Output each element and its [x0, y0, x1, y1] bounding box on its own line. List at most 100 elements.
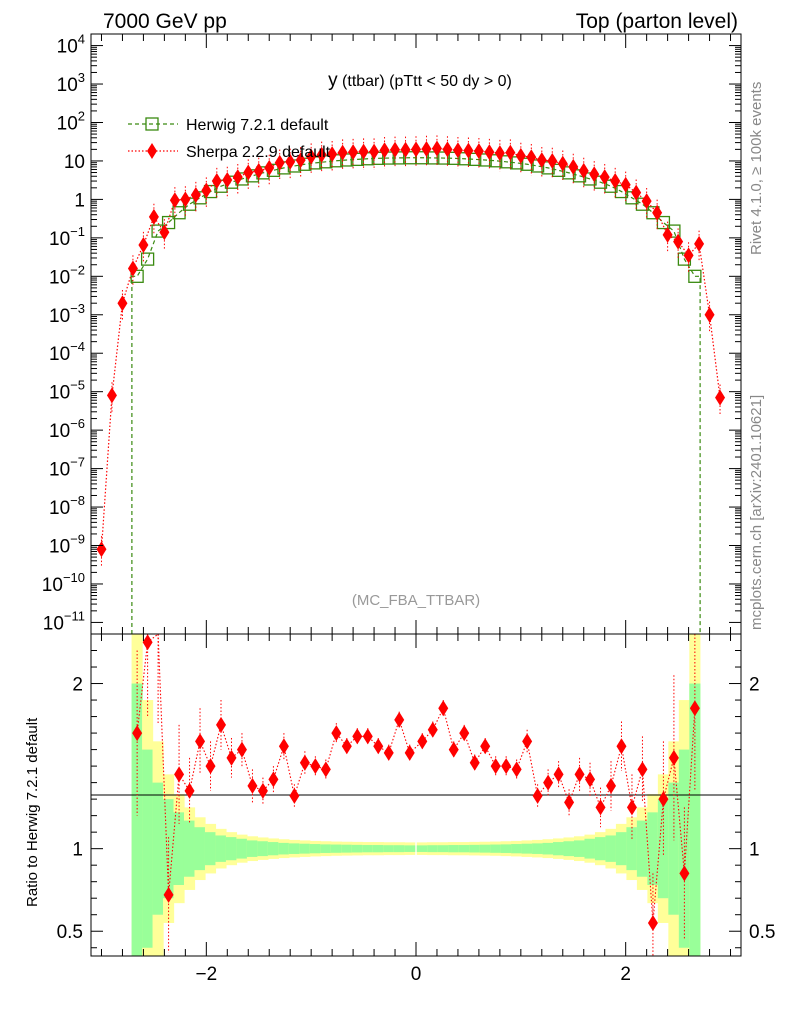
- herwig-point: [161, 215, 176, 230]
- y-tick-base: 10: [64, 152, 85, 173]
- y-tick-exp: −8: [70, 493, 85, 508]
- band-inner: [553, 842, 565, 856]
- band-inner: [267, 842, 279, 856]
- y-tick-base: 10: [49, 344, 70, 365]
- ratio-point: [626, 799, 637, 816]
- sherpa-point: [264, 159, 275, 176]
- y-tick-label: 10−11: [43, 608, 85, 634]
- ratio-point: [532, 787, 543, 804]
- band-inner: [225, 837, 238, 861]
- ratio-point: [574, 766, 585, 783]
- sherpa-point: [662, 226, 673, 243]
- sherpa-point: [295, 152, 306, 169]
- ratio-point: [394, 711, 405, 728]
- band-inner: [362, 845, 374, 853]
- y-tick-label: 10−9: [49, 532, 85, 558]
- sherpa-point: [641, 193, 652, 210]
- sherpa-point: [431, 140, 442, 157]
- ratio-point: [564, 794, 575, 811]
- sherpa-point: [201, 182, 212, 199]
- sherpa-point: [494, 145, 505, 162]
- band-inner: [490, 844, 502, 853]
- ratio-point: [543, 774, 554, 791]
- ratio-point: [595, 799, 606, 816]
- ratio-point: [373, 738, 384, 755]
- ratio-point: [132, 725, 143, 742]
- ratio-point: [668, 749, 679, 766]
- band-inner: [236, 838, 248, 859]
- y-tick-exp: −6: [70, 416, 85, 431]
- band-inner: [689, 683, 701, 956]
- sherpa-point: [526, 149, 537, 166]
- ratio-point: [320, 761, 331, 778]
- band-inner: [542, 842, 554, 855]
- ratio-point: [310, 758, 321, 775]
- sherpa-point: [148, 208, 159, 225]
- y-tick-label: 1: [74, 190, 85, 211]
- sherpa-point: [159, 224, 170, 241]
- ratio-point: [216, 716, 226, 733]
- band-inner: [427, 845, 439, 853]
- sherpa-point: [316, 146, 327, 163]
- chart-title-rest: (ttbar) (pTtt < 50 dy > 0): [338, 73, 512, 90]
- ratio-point: [585, 771, 596, 788]
- y-tick-base: 10: [49, 306, 70, 327]
- band-inner: [479, 844, 491, 853]
- y-tick-exp: −7: [70, 455, 85, 470]
- ratio-point: [195, 733, 206, 750]
- sherpa-point: [379, 142, 390, 159]
- band-inner: [330, 844, 342, 853]
- y-tick-base: 10: [49, 537, 70, 558]
- chart-title: y (ttbar) (pTtt < 50 dy > 0): [328, 70, 512, 91]
- y-tick-exp: −11: [64, 608, 85, 623]
- y-tick-exp: −4: [70, 339, 85, 354]
- band-inner: [278, 842, 290, 855]
- legend-herwig-label: Herwig 7.2.1 default: [186, 117, 329, 134]
- band-inner: [194, 827, 206, 871]
- sherpa-point: [452, 142, 463, 159]
- ratio-point: [404, 744, 415, 761]
- sherpa-point: [631, 184, 642, 201]
- ratio-point: [689, 700, 700, 717]
- sherpa-point: [673, 233, 684, 250]
- y-tick-label: 10−1: [49, 224, 85, 250]
- band-inner: [573, 840, 586, 857]
- y-tick-base: 10: [57, 75, 78, 96]
- band-inner: [257, 841, 269, 857]
- y-tick-label: 10−7: [49, 455, 85, 481]
- band-inner: [647, 812, 659, 885]
- sherpa-point: [127, 260, 138, 277]
- ratio-point: [511, 761, 522, 778]
- sherpa-point: [715, 389, 726, 406]
- y-tick-label: 10−8: [49, 493, 85, 519]
- ratio-point: [647, 914, 658, 931]
- band-inner: [341, 844, 353, 853]
- y-tick-base: 10: [49, 229, 70, 250]
- band-inner: [383, 845, 395, 853]
- header-right: Top (parton level): [576, 10, 738, 33]
- band-inner: [288, 843, 300, 854]
- mcplots-label: mcplots.cern.ch [arXiv:2401.10621]: [748, 395, 765, 630]
- sherpa-point: [222, 171, 233, 188]
- y-tick-base: 10: [49, 267, 70, 288]
- sherpa-line: [100, 147, 721, 550]
- band-inner: [615, 832, 628, 866]
- rivet-label: Rivet 4.1.0, ≥ 100k events: [748, 82, 765, 255]
- y-tick-exp: −5: [70, 378, 85, 393]
- ratio-point: [352, 728, 363, 745]
- band-inner: [142, 749, 154, 948]
- ratio-point: [480, 738, 491, 755]
- band-inner: [152, 782, 164, 915]
- chart-title-main: y: [328, 70, 338, 91]
- sherpa-point: [620, 176, 631, 193]
- y-tick-exp: 4: [78, 32, 85, 47]
- sherpa-point: [306, 148, 317, 165]
- main-panel-axes: 10−1110−1010−910−810−710−610−510−410−310…: [42, 32, 741, 634]
- sherpa-point: [390, 141, 401, 158]
- sherpa-point: [411, 141, 421, 158]
- ratio-point: [427, 721, 438, 738]
- sherpa-point: [369, 143, 380, 160]
- ratio-point: [299, 754, 310, 771]
- sherpa-point: [96, 541, 107, 558]
- band-inner: [309, 844, 321, 854]
